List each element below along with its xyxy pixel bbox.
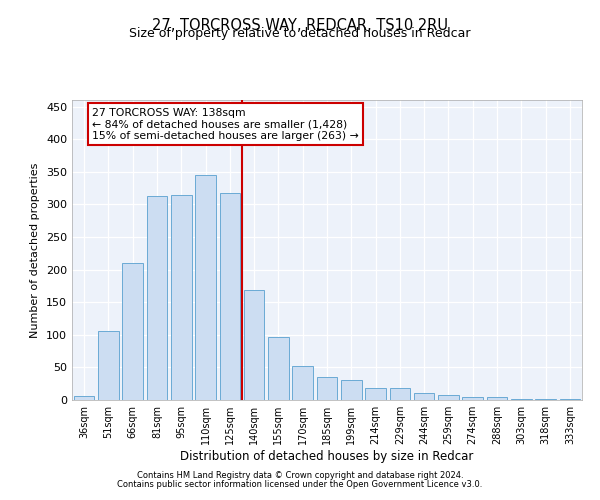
Bar [292, 366, 313, 400]
Bar [317, 376, 337, 400]
Bar [365, 388, 386, 400]
Bar [146, 196, 167, 400]
Y-axis label: Number of detached properties: Number of detached properties [31, 162, 40, 338]
Bar [438, 395, 459, 400]
X-axis label: Distribution of detached houses by size in Redcar: Distribution of detached houses by size … [181, 450, 473, 463]
Bar [268, 336, 289, 400]
Bar [98, 331, 119, 400]
Bar [511, 398, 532, 400]
Bar [122, 263, 143, 400]
Bar [414, 393, 434, 400]
Bar [195, 175, 216, 400]
Bar [463, 398, 483, 400]
Bar [220, 194, 240, 400]
Bar [341, 380, 362, 400]
Text: Contains HM Land Registry data © Crown copyright and database right 2024.: Contains HM Land Registry data © Crown c… [137, 471, 463, 480]
Bar [389, 388, 410, 400]
Bar [171, 195, 191, 400]
Text: 27, TORCROSS WAY, REDCAR, TS10 2RU: 27, TORCROSS WAY, REDCAR, TS10 2RU [152, 18, 448, 32]
Text: Contains public sector information licensed under the Open Government Licence v3: Contains public sector information licen… [118, 480, 482, 489]
Text: 27 TORCROSS WAY: 138sqm
← 84% of detached houses are smaller (1,428)
15% of semi: 27 TORCROSS WAY: 138sqm ← 84% of detache… [92, 108, 359, 140]
Bar [244, 290, 265, 400]
Bar [74, 396, 94, 400]
Text: Size of property relative to detached houses in Redcar: Size of property relative to detached ho… [129, 28, 471, 40]
Bar [487, 398, 508, 400]
